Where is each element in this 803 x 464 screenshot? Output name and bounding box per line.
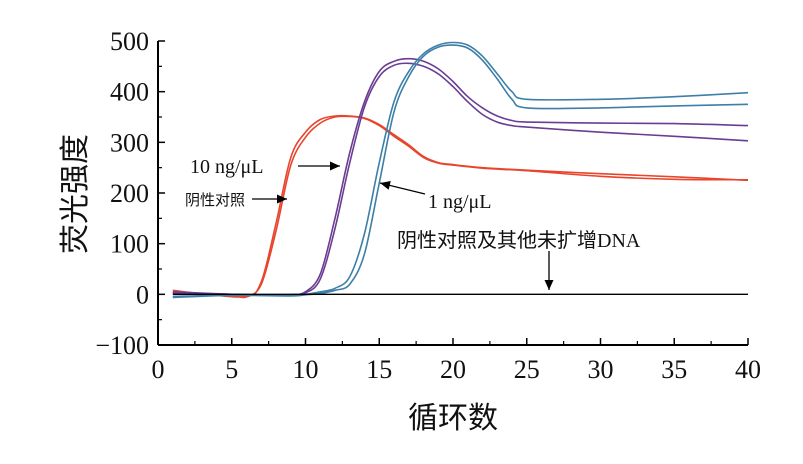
series-line-5 [172,41,749,299]
arrow-other-head [544,280,554,290]
y-tick-label: 500 [110,27,149,56]
x-tick-label: 5 [225,355,238,384]
series-layer [172,41,749,299]
annotation-10ng: 10 ng/μL [190,156,264,178]
y-tick-label: 100 [110,230,149,259]
x-tick-label: 25 [514,355,540,384]
y-tick-label: 400 [110,78,149,107]
annotation-negative-control: 阴性对照 [185,192,245,209]
annotation-other: 阴性对照及其他未扩增DNA [397,229,641,252]
annotations: 10 ng/μL 阴性对照 1 ng/μL 阴性对照及其他未扩增DNA [185,156,641,290]
x-axis-title: 循环数 [408,402,498,435]
x-tick-label: 30 [588,355,614,384]
x-tick-label: 15 [366,355,392,384]
arrow-negative-control-head [277,194,287,204]
y-tick-label: −100 [95,331,149,360]
y-tick-label: 300 [110,128,149,157]
arrow-1ng-head [380,181,391,190]
x-tick-label: 40 [735,355,761,384]
y-tick-label: 200 [110,179,149,208]
arrow-10ng-head [330,161,340,171]
y-tick-label: 0 [136,280,149,309]
x-tick-label: 35 [661,355,687,384]
x-tick-label: 0 [152,355,165,384]
x-tick-label: 20 [440,355,466,384]
x-tick-label: 10 [293,355,319,384]
y-axis-title: 荧光强度 [59,134,92,254]
annotation-1ng: 1 ng/μL [428,191,492,213]
series-line-2 [172,115,749,299]
